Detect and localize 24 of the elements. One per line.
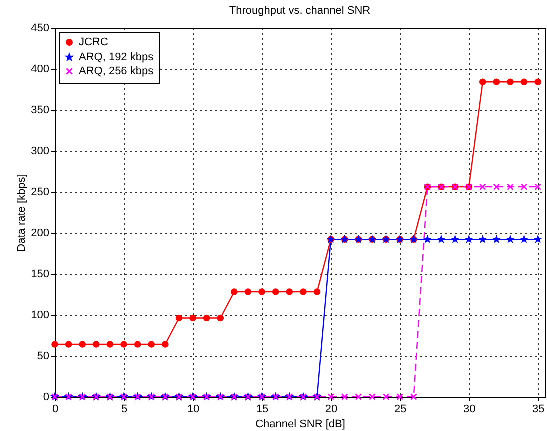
legend-label: ARQ, 256 kbps xyxy=(79,66,154,78)
y-tick-label: 150 xyxy=(31,268,50,280)
legend-label: ARQ, 192 kbps xyxy=(79,52,154,64)
x-tick-label: 0 xyxy=(52,404,59,416)
x-tick-label: 10 xyxy=(187,404,200,416)
y-tick-label: 200 xyxy=(31,228,50,240)
x-axis-title: Channel SNR [dB] xyxy=(256,418,346,430)
x-tick-label: 25 xyxy=(394,404,407,416)
y-tick-label: 400 xyxy=(31,64,50,76)
x-tick-label: 15 xyxy=(256,404,269,416)
y-tick-label: 100 xyxy=(31,310,50,322)
x-tick-label: 30 xyxy=(463,404,476,416)
x-tick-label: 35 xyxy=(532,404,545,416)
x-tick-label: 5 xyxy=(121,404,128,416)
y-axis-title: Data rate [kbps] xyxy=(16,174,28,252)
chart-title: Throughput vs. channel SNR xyxy=(229,5,371,17)
y-tick-label: 350 xyxy=(31,104,50,116)
legend-label: JCRC xyxy=(79,36,108,48)
y-tick-label: 450 xyxy=(31,22,50,34)
x-tick-label: 20 xyxy=(325,404,338,416)
y-tick-label: 300 xyxy=(31,146,50,158)
y-tick-label: 50 xyxy=(37,350,50,362)
y-tick-label: 250 xyxy=(31,186,50,198)
y-tick-label: 0 xyxy=(43,392,50,404)
